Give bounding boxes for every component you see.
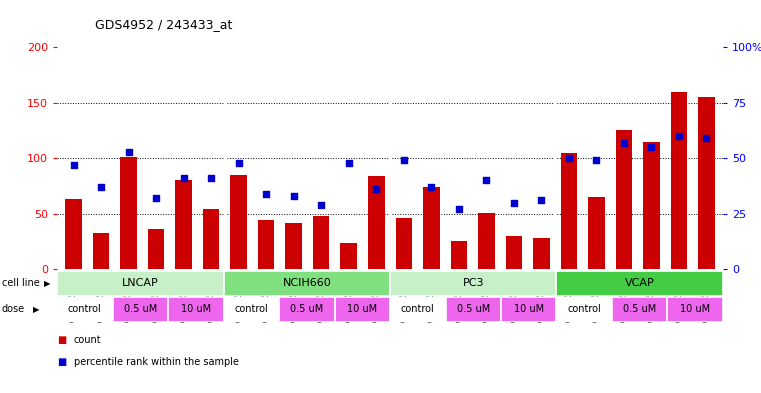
Text: cell line: cell line	[2, 278, 40, 288]
Point	[177, 175, 189, 181]
Point	[618, 140, 630, 146]
Bar	[203, 209, 219, 269]
Bar	[612, 297, 667, 322]
Point	[342, 160, 355, 166]
Text: ▶: ▶	[44, 279, 51, 288]
Point	[453, 206, 465, 212]
Bar	[698, 97, 715, 269]
Bar	[65, 199, 82, 269]
Bar	[175, 180, 192, 269]
Point	[233, 160, 245, 166]
Text: 10 uM: 10 uM	[680, 305, 710, 314]
Bar	[390, 297, 445, 322]
Point	[508, 199, 520, 206]
Point	[480, 177, 492, 184]
Bar	[113, 297, 168, 322]
Point	[673, 133, 685, 139]
Point	[591, 157, 603, 163]
Point	[95, 184, 107, 190]
Text: count: count	[74, 335, 101, 345]
Point	[370, 186, 382, 193]
Text: control: control	[568, 305, 601, 314]
Point	[288, 193, 300, 199]
Bar	[533, 238, 549, 269]
Bar	[390, 271, 556, 296]
Bar	[120, 157, 137, 269]
Bar	[396, 218, 412, 269]
Text: PC3: PC3	[463, 278, 484, 288]
Point	[123, 149, 135, 155]
Bar	[148, 229, 164, 269]
Point	[425, 184, 438, 190]
Bar	[340, 242, 357, 269]
Text: percentile rank within the sample: percentile rank within the sample	[74, 356, 239, 367]
Text: 0.5 uM: 0.5 uM	[623, 305, 656, 314]
Bar	[231, 175, 247, 269]
Bar	[451, 241, 467, 269]
Bar	[423, 187, 440, 269]
Bar	[335, 297, 390, 322]
Point	[645, 144, 658, 150]
Bar	[667, 297, 723, 322]
Bar	[368, 176, 384, 269]
Point	[700, 135, 712, 141]
Point	[150, 195, 162, 201]
Text: ■: ■	[57, 356, 66, 367]
Text: LNCAP: LNCAP	[122, 278, 159, 288]
Bar	[643, 141, 660, 269]
Bar	[445, 297, 501, 322]
Point	[398, 157, 410, 163]
Bar	[285, 222, 302, 269]
Point	[563, 155, 575, 161]
Bar	[224, 297, 279, 322]
Bar	[588, 197, 605, 269]
Text: control: control	[401, 305, 435, 314]
Bar	[501, 297, 556, 322]
Bar	[670, 92, 687, 269]
Text: VCAP: VCAP	[625, 278, 654, 288]
Bar	[93, 233, 110, 269]
Point	[205, 175, 217, 181]
Bar	[168, 297, 224, 322]
Point	[315, 202, 327, 208]
Text: dose: dose	[2, 305, 24, 314]
Bar	[258, 220, 275, 269]
Bar	[505, 236, 522, 269]
Text: GDS4952 / 243433_at: GDS4952 / 243433_at	[95, 18, 233, 31]
Point	[535, 197, 547, 204]
Point	[260, 191, 272, 197]
Text: control: control	[234, 305, 268, 314]
Bar	[279, 297, 335, 322]
Text: 0.5 uM: 0.5 uM	[290, 305, 323, 314]
Text: 10 uM: 10 uM	[180, 305, 211, 314]
Bar	[57, 271, 224, 296]
Bar	[478, 213, 495, 269]
Text: ■: ■	[57, 335, 66, 345]
Text: 0.5 uM: 0.5 uM	[124, 305, 157, 314]
Bar	[313, 216, 330, 269]
Text: control: control	[68, 305, 102, 314]
Text: 10 uM: 10 uM	[347, 305, 377, 314]
Text: ▶: ▶	[33, 305, 40, 314]
Text: NCIH660: NCIH660	[282, 278, 331, 288]
Bar	[224, 271, 390, 296]
Bar	[57, 297, 113, 322]
Bar	[561, 152, 577, 269]
Bar	[616, 130, 632, 269]
Bar	[556, 271, 723, 296]
Bar	[556, 297, 612, 322]
Text: 10 uM: 10 uM	[514, 305, 544, 314]
Point	[68, 162, 80, 168]
Text: 0.5 uM: 0.5 uM	[457, 305, 490, 314]
